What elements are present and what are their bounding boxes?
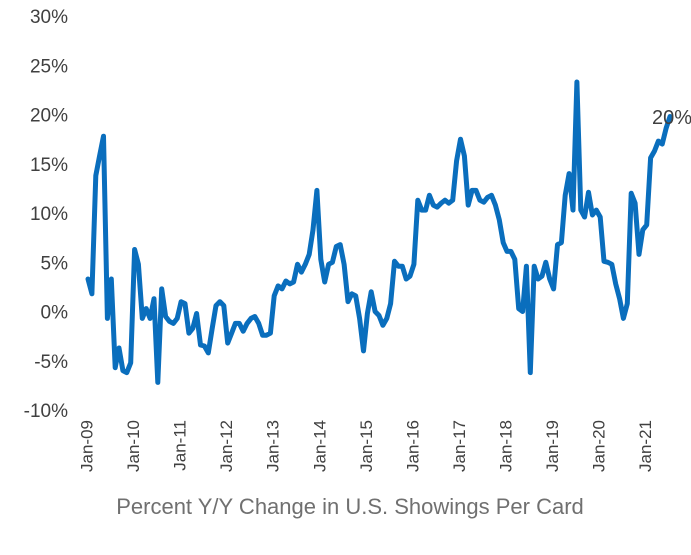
chart: -10% -5% 0% 5% 10% 15% 20% 25% 30% Jan-09 Jan-10 Ja… — [24, 7, 691, 472]
y-tick-label: 20% — [30, 106, 68, 127]
x-tick-label: Jan-15 — [357, 420, 376, 472]
y-tick-label: -5% — [34, 352, 68, 373]
x-tick-label: Jan-11 — [171, 420, 190, 471]
x-tick-label: Jan-18 — [497, 420, 516, 472]
x-tick-label: Jan-13 — [264, 420, 283, 472]
line — [85, 79, 673, 385]
x-tick-label: Jan-14 — [310, 420, 329, 472]
y-tick-label: 5% — [41, 253, 69, 274]
x-tick-label: Jan-12 — [217, 420, 236, 472]
x-tick-label: Jan-09 — [77, 420, 96, 472]
x-tick-label: Jan-10 — [124, 420, 143, 472]
y-tick-label: 15% — [30, 155, 68, 176]
x-tick-label: Jan-21 — [636, 420, 655, 472]
x-tick-label: Jan-19 — [543, 420, 562, 472]
y-tick-label: 30% — [30, 7, 68, 28]
x-tick-label: Jan-20 — [590, 420, 609, 472]
annotation: 20% — [652, 107, 691, 129]
x-tick-label: Jan-17 — [450, 420, 469, 472]
y-tick-label: 10% — [30, 204, 68, 225]
y-tick-label: 25% — [30, 56, 68, 77]
x-tick-label: Jan-16 — [403, 420, 422, 472]
y-tick-label: -10% — [24, 401, 68, 422]
chart-title: Percent Y/Y Change in U.S. Showings Per … — [116, 494, 584, 519]
y-tick-label: 0% — [41, 303, 69, 324]
